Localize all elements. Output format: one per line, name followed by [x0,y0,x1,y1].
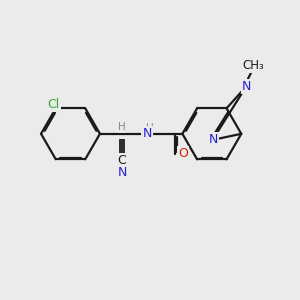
Text: N: N [208,134,218,146]
Text: O: O [178,147,188,160]
Text: C: C [118,154,126,167]
Text: H: H [118,122,126,132]
Text: CH₃: CH₃ [242,59,264,72]
Text: H: H [146,123,154,133]
Text: N: N [142,127,152,140]
Text: N: N [242,80,251,93]
Text: N: N [117,166,127,179]
Text: Cl: Cl [47,98,59,111]
